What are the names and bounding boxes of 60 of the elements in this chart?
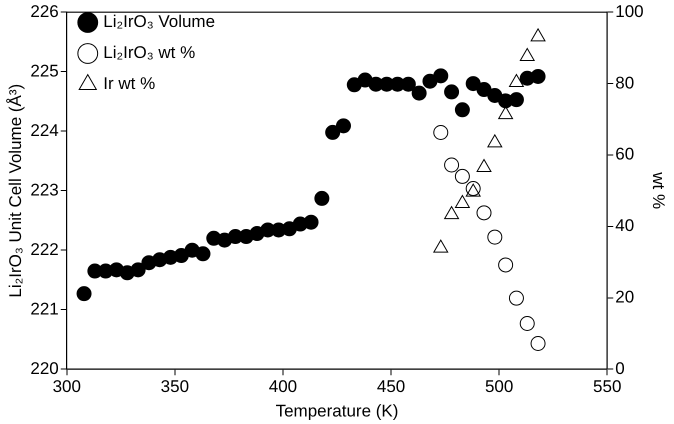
point <box>304 214 319 230</box>
point <box>454 102 470 118</box>
point <box>509 74 524 88</box>
y-tick-label: 226 <box>30 2 59 21</box>
y2-tick-label: 20 <box>615 287 634 306</box>
x-tick-label: 450 <box>376 377 406 396</box>
point <box>444 206 460 220</box>
point <box>130 262 146 278</box>
point <box>487 230 502 245</box>
y2-tick-label: 100 <box>615 2 644 21</box>
point <box>476 82 492 98</box>
point <box>444 157 460 172</box>
point <box>508 92 524 108</box>
point <box>433 68 448 84</box>
x-tick-label: 500 <box>484 377 514 396</box>
point <box>325 124 340 140</box>
y-tick-label: 224 <box>30 120 59 140</box>
y2-axis-title: wt % <box>649 171 668 210</box>
point <box>422 74 438 89</box>
point <box>444 84 460 100</box>
point <box>498 106 514 120</box>
y2-tick-label: 80 <box>615 73 634 92</box>
point <box>508 290 524 306</box>
point <box>476 205 492 220</box>
y-tick-label: 222 <box>30 240 59 259</box>
point <box>195 246 210 262</box>
legend-label: Ir wt % <box>103 74 156 94</box>
y-tick-label: 220 <box>30 358 59 378</box>
x-tick-label: 300 <box>52 377 81 396</box>
point <box>487 134 502 148</box>
point <box>433 240 448 253</box>
point <box>520 316 535 332</box>
point <box>487 88 502 103</box>
x-tick-label: 550 <box>593 377 622 396</box>
point <box>476 158 492 172</box>
y-tick-label: 221 <box>30 299 59 318</box>
point <box>530 28 546 42</box>
legend-label: Li₂IrO₃ wt % <box>103 43 196 62</box>
point <box>454 195 470 208</box>
y-axis-title: Li₂IrO₃ Unit Cell Volume (Å³) <box>6 84 25 298</box>
point <box>336 118 351 134</box>
point <box>454 168 470 184</box>
point <box>520 48 535 61</box>
point <box>530 68 546 84</box>
point <box>174 248 189 264</box>
y-tick-label: 225 <box>30 61 59 80</box>
point <box>76 286 92 302</box>
y-tick-label: 223 <box>30 180 59 200</box>
point <box>412 86 427 101</box>
x-tick-label: 350 <box>160 377 190 396</box>
point <box>498 257 514 272</box>
legend-label: Li₂IrO₃ Volume <box>103 12 216 32</box>
y2-tick-label: 60 <box>615 144 634 164</box>
point <box>314 190 330 206</box>
x-tick-label: 400 <box>268 377 298 396</box>
point <box>530 336 546 351</box>
point <box>466 76 481 92</box>
x-axis-title: Temperature (K) <box>276 401 398 420</box>
y2-tick-label: 40 <box>615 216 634 236</box>
y2-tick-label: 0 <box>615 358 625 378</box>
